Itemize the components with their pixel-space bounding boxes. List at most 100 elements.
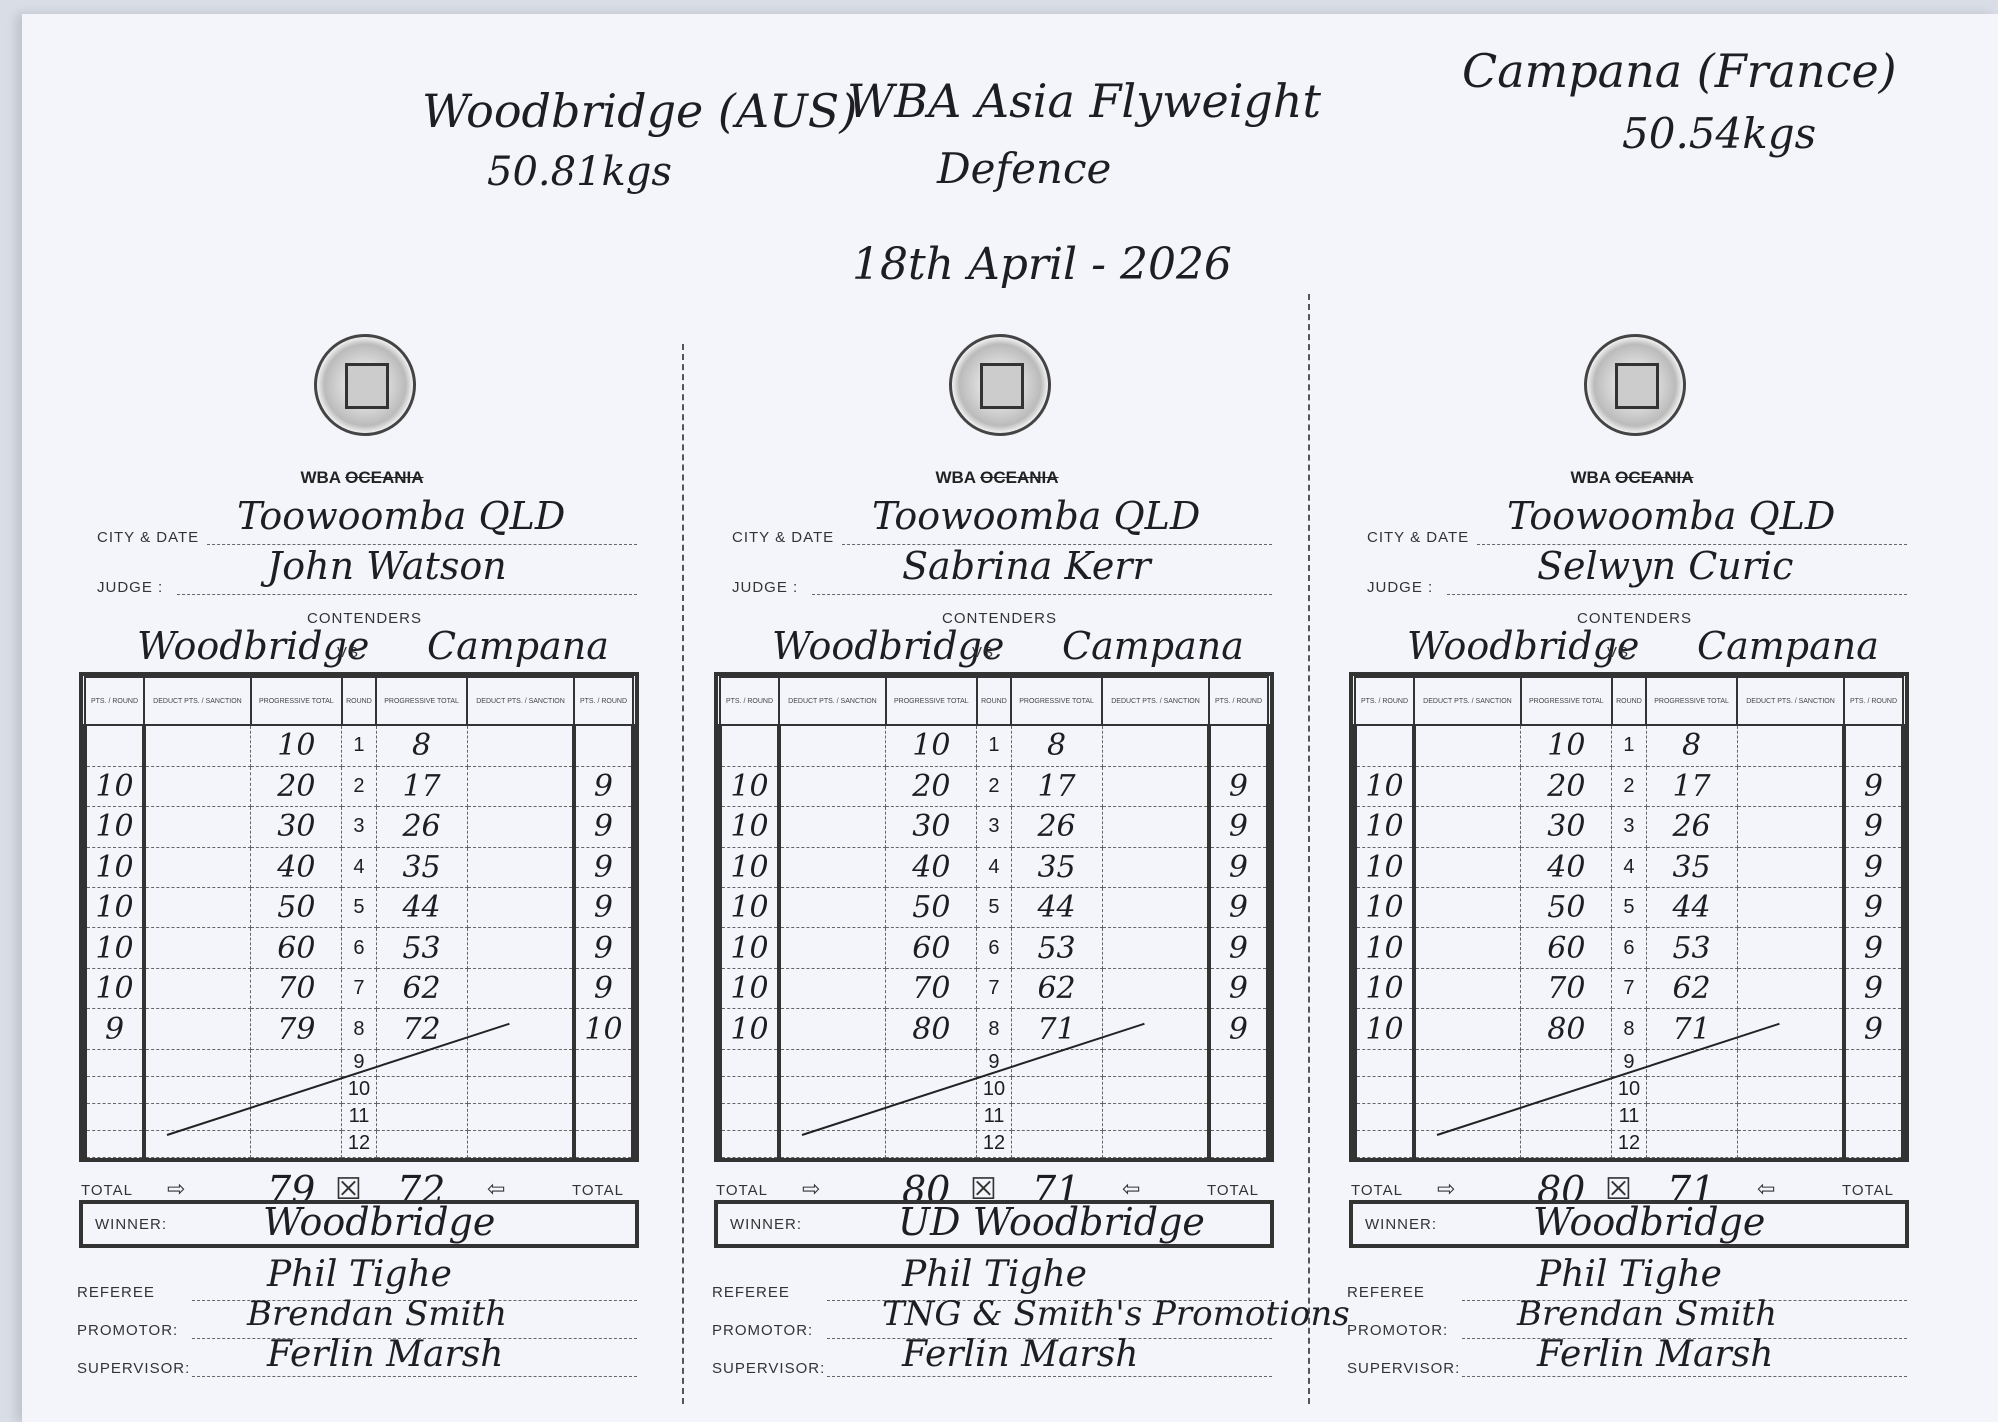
supervisor-name: Ferlin Marsh [902,1334,1139,1375]
blue-points-cell: 10 [571,1008,636,1050]
column-header: DEDUCT PTS. / SANCTION [777,676,887,726]
red-progressive-cell [885,1129,978,1159]
supervisor-label: SUPERVISOR: [712,1360,826,1377]
deduction-cell [466,1008,575,1050]
deduction-cell [1101,765,1210,808]
org-prefix: WBA [1570,468,1611,487]
card-divider [1308,294,1310,1404]
red-progressive-cell [1520,1075,1613,1104]
red-points-cell [1353,1048,1416,1077]
red-points-cell: 10 [718,1008,781,1050]
red-points-cell: 10 [718,886,781,929]
blue-progressive-cell: 53 [1645,927,1738,969]
org-struck: OCEANIA [345,468,424,487]
round-number: 7 [341,967,377,1010]
arrow-left-icon: ⇦ [1122,1176,1142,1201]
column-header: PROGRESSIVE TOTAL [1519,676,1613,726]
bout-title: WBA Asia Flyweight [847,74,1321,128]
deduction-cell [466,927,575,969]
deduction-cell [1413,724,1522,767]
promotor-label: PROMOTOR: [77,1322,179,1339]
round-row: 10 [1353,1075,1906,1104]
score-table: PTS. / ROUND DEDUCT PTS. / SANCTION PROGRE… [1349,672,1909,1162]
blue-progressive-cell: 17 [1010,765,1103,808]
round-row: 10 40 4 35 9 [1353,846,1906,889]
red-points-cell [1353,724,1416,767]
red-progressive-cell: 70 [250,967,343,1010]
blue-progressive-cell: 35 [375,846,468,889]
promotor-name: TNG & Smith's Promotions [882,1294,1350,1334]
red-points-cell [83,1102,146,1131]
supervisor-line [827,1376,1272,1377]
blue-progressive-cell: 26 [1010,806,1103,848]
round-number: 1 [1611,724,1647,767]
red-points-cell: 10 [83,846,146,889]
promotor-label: PROMOTOR: [1347,1322,1449,1339]
blue-progressive-cell: 26 [1645,806,1738,848]
contender-blue: Campana [1697,624,1879,668]
blue-progressive-cell: 17 [1645,765,1738,808]
blue-progressive-cell [1010,1129,1103,1159]
deduction-cell [1413,846,1522,889]
referee-line [827,1300,1272,1301]
red-progressive-cell: 30 [885,806,978,848]
deduction-cell [466,806,575,848]
winner-name: Woodbridge [1533,1200,1766,1244]
round-row: 10 70 7 62 9 [718,967,1271,1010]
red-points-cell [718,1129,781,1159]
org-prefix: WBA [935,468,976,487]
deduction-cell [1736,967,1845,1010]
blue-progressive-cell: 53 [1010,927,1103,969]
deduction-cell [466,886,575,929]
blue-progressive-cell: 72 [375,1008,468,1050]
red-points-cell: 10 [1353,927,1416,969]
round-number: 3 [976,806,1012,848]
red-progressive-cell [885,1075,978,1104]
red-progressive-cell: 10 [885,724,978,767]
score-table: PTS. / ROUND DEDUCT PTS. / SANCTION PROGRE… [714,672,1274,1162]
deduction-cell [1736,1129,1845,1159]
red-progressive-cell: 40 [1520,846,1613,889]
red-progressive-cell: 70 [885,967,978,1010]
round-number: 2 [976,765,1012,808]
deduction-cell [143,1102,252,1131]
round-number: 12 [341,1129,377,1159]
fighter-right-name: Campana (France) [1462,44,1897,98]
org-prefix: WBA [300,468,341,487]
deduction-cell [466,765,575,808]
deduction-cell [1101,724,1210,767]
red-progressive-cell: 80 [885,1008,978,1050]
red-points-cell: 10 [1353,806,1416,848]
deduction-cell [778,967,887,1010]
round-number: 9 [976,1048,1012,1077]
round-row: 10 [83,1075,636,1104]
wba-seal-logo [314,334,416,436]
red-points-cell: 10 [718,765,781,808]
blue-progressive-cell: 35 [1645,846,1738,889]
round-row: 10 70 7 62 9 [83,967,636,1010]
deduction-cell [1736,1008,1845,1050]
column-header: ROUND [975,676,1013,726]
judge-label: JUDGE : [732,579,799,596]
deduction-cell [778,846,887,889]
round-row: 9 [83,1048,636,1077]
red-points-cell [1353,1129,1416,1159]
red-points-cell [718,1102,781,1131]
round-row: 10 20 2 17 9 [718,765,1271,808]
red-progressive-cell: 60 [1520,927,1613,969]
total-label-left: TOTAL [81,1182,133,1199]
promotor-line [192,1338,637,1339]
card-divider [682,344,684,1404]
total-row: TOTAL ⇨ 79 ☒ 72 ⇦ TOTAL [67,1168,657,1212]
red-progressive-cell: 80 [1520,1008,1613,1050]
round-row: 10 80 8 71 9 [1353,1008,1906,1050]
contenders-label: CONTENDERS [307,610,423,627]
red-progressive-cell: 70 [1520,967,1613,1010]
winner-name: UD Woodbridge [898,1200,1205,1244]
blue-progressive-cell [375,1102,468,1131]
contender-blue: Campana [1062,624,1244,668]
contenders-label: CONTENDERS [1577,610,1693,627]
deduction-cell [143,806,252,848]
deduction-cell [1101,886,1210,929]
round-number: 11 [976,1102,1012,1131]
